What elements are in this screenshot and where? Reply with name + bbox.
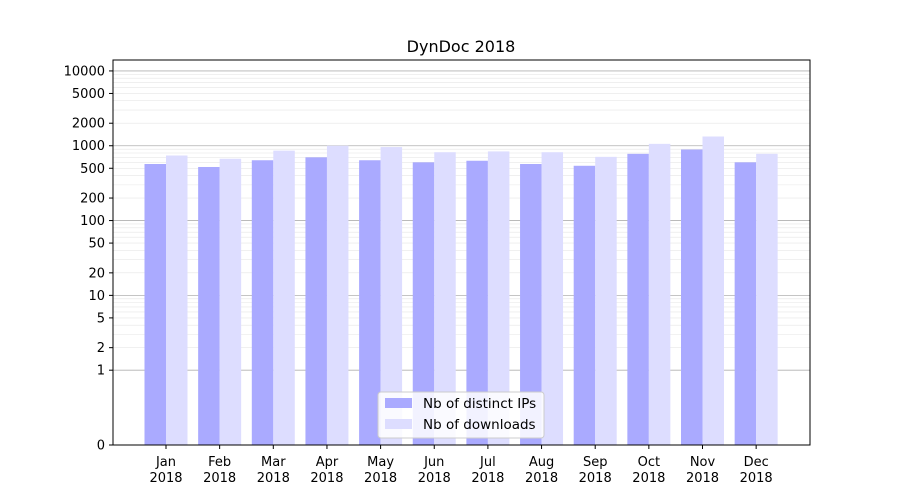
bar-distinct-ips-apr (305, 157, 327, 445)
x-tick-label-year: 2018 (525, 471, 558, 486)
x-tick-label-year: 2018 (310, 471, 343, 486)
bar-downloads-feb (219, 158, 242, 445)
x-tick-label-year: 2018 (632, 471, 665, 486)
bar-downloads-nov (702, 136, 724, 446)
bar-distinct-ips-may (359, 160, 381, 445)
x-tick-label-year: 2018 (149, 471, 182, 486)
x-tick-label-month: Sep (583, 455, 608, 470)
x-axis: Jan2018Feb2018Mar2018Apr2018May2018Jun20… (149, 445, 773, 486)
y-tick-label: 10000 (64, 64, 105, 79)
bar-distinct-ips-jun (412, 162, 435, 445)
x-tick-label-year: 2018 (686, 471, 719, 486)
x-tick-label-month: Dec (744, 455, 769, 470)
bar-downloads-sep (595, 156, 617, 445)
bar-downloads-aug (541, 152, 564, 445)
x-tick-label-month: Apr (316, 455, 339, 470)
x-tick-label-year: 2018 (364, 471, 397, 486)
bar-distinct-ips-oct (627, 153, 649, 445)
bar-downloads-jan (166, 155, 188, 445)
bar-distinct-ips-dec (734, 162, 757, 445)
bars (144, 136, 778, 446)
y-tick-label: 500 (80, 162, 105, 177)
x-tick-label-month: Jan (155, 455, 176, 470)
bar-distinct-ips-feb (198, 166, 220, 446)
y-tick-label: 1 (97, 364, 105, 379)
bar-distinct-ips-jan (144, 164, 166, 445)
x-tick-label-year: 2018 (257, 471, 290, 486)
chart-title: DynDoc 2018 (407, 37, 516, 56)
y-tick-label: 0 (97, 439, 105, 454)
bar-distinct-ips-nov (681, 149, 703, 445)
legend-swatch (385, 398, 412, 408)
plot-frame (112, 59, 811, 446)
legend-box (377, 391, 545, 439)
y-tick-label: 20 (88, 266, 105, 281)
x-tick-label-year: 2018 (418, 471, 451, 486)
bar-distinct-ips-jul (466, 160, 488, 445)
legend: Nb of distinct IPs Nb of downloads (377, 391, 545, 439)
x-tick-label-month: Feb (208, 455, 231, 470)
y-tick-label: 100 (80, 214, 105, 229)
y-tick-label: 2 (97, 341, 105, 356)
x-tick-label-month: Oct (638, 455, 660, 470)
legend-swatch (385, 419, 412, 429)
x-tick-label-month: Mar (261, 455, 286, 470)
bar-distinct-ips-sep (573, 165, 596, 445)
y-tick-label: 1000 (72, 139, 105, 154)
legend-label: Nb of downloads (423, 417, 536, 433)
bar-downloads-apr (326, 145, 349, 445)
x-tick-label-year: 2018 (579, 471, 612, 486)
y-tick-label: 5000 (72, 87, 105, 102)
bar-downloads-mar (273, 150, 295, 445)
bar-downloads-jun (434, 152, 456, 445)
bar-downloads-oct (648, 143, 671, 445)
y-tick-label: 5 (97, 311, 105, 326)
x-tick-label-year: 2018 (203, 471, 236, 486)
x-tick-label-month: Jul (479, 455, 496, 470)
y-axis: 0 1 2 5 10 20 50 100 200 500 1000 2000 5000 10000 (64, 64, 113, 454)
x-tick-label-year: 2018 (471, 471, 504, 486)
bar-downloads-dec (756, 153, 778, 445)
legend-label: Nb of distinct IPs (423, 396, 536, 412)
x-tick-label-month: Aug (529, 455, 554, 470)
y-tick-label: 10 (88, 289, 105, 304)
bar-distinct-ips-aug (520, 164, 542, 445)
bar-distinct-ips-mar (251, 160, 274, 445)
x-tick-label-month: May (367, 455, 394, 470)
bar-downloads-jul (487, 151, 510, 445)
y-tick-label: 50 (88, 237, 105, 252)
x-tick-label-month: Jun (423, 455, 444, 470)
bar-downloads-may (380, 147, 403, 445)
x-tick-label-year: 2018 (740, 471, 773, 486)
y-tick-label: 200 (80, 192, 105, 207)
x-tick-label-month: Nov (690, 455, 716, 470)
y-tick-label: 2000 (72, 117, 105, 132)
